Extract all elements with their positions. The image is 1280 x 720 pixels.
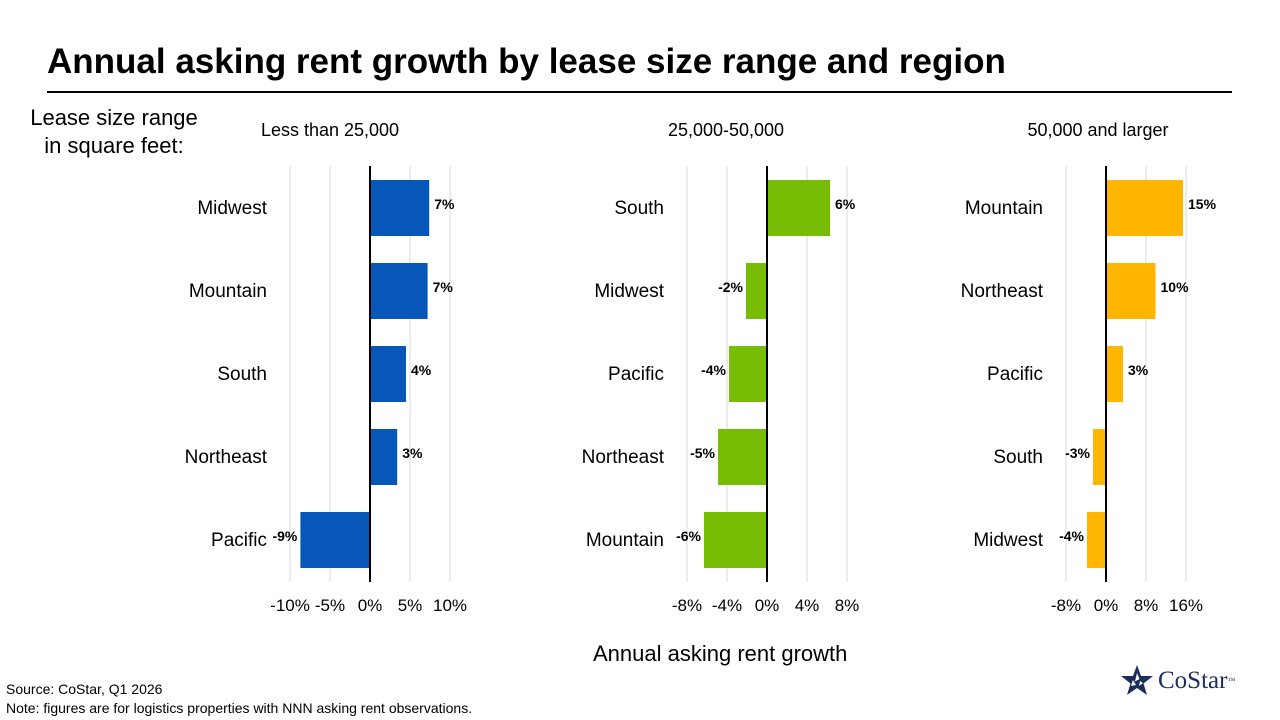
data-label: 3% — [402, 445, 423, 461]
data-label: 10% — [1161, 279, 1190, 295]
data-label: 6% — [835, 196, 856, 212]
x-tick-label: 5% — [398, 596, 423, 615]
x-tick-label: -5% — [315, 596, 345, 615]
bar — [767, 180, 830, 236]
panel-title-50000-and-larger: 50,000 and larger — [1027, 120, 1169, 140]
x-tick-label: -4% — [712, 596, 742, 615]
category-label: Midwest — [197, 198, 267, 219]
lease-size-label: Lease size range in square feet: — [14, 104, 214, 160]
data-label: -5% — [690, 445, 715, 461]
category-label: Northeast — [582, 447, 665, 468]
bar — [1087, 512, 1106, 568]
x-tick-label: 0% — [1094, 596, 1119, 615]
data-label: 7% — [433, 279, 454, 295]
bar — [704, 512, 767, 568]
data-label: 4% — [411, 362, 432, 378]
category-label: Pacific — [211, 530, 267, 551]
costar-wordmark-text: CoStar — [1158, 667, 1228, 694]
category-label: Mountain — [586, 530, 664, 551]
data-label: -4% — [1059, 528, 1084, 544]
x-tick-label: 8% — [835, 596, 860, 615]
bar — [1106, 180, 1183, 236]
x-tick-label: 16% — [1169, 596, 1203, 615]
data-label: -2% — [718, 279, 743, 295]
bar — [1106, 346, 1123, 402]
lease-size-label-line-2: in square feet: — [44, 133, 184, 158]
bar — [746, 263, 767, 319]
x-axis-label: Annual asking rent growth — [593, 641, 848, 666]
x-tick-label: -8% — [1051, 596, 1081, 615]
bar — [718, 429, 767, 485]
category-label: Midwest — [594, 281, 664, 302]
x-tick-label: 0% — [755, 596, 780, 615]
bar — [729, 346, 767, 402]
data-label: -3% — [1065, 445, 1090, 461]
costar-trademark: ™ — [1227, 676, 1236, 685]
title-divider — [47, 91, 1232, 93]
note-text: Note: figures are for logistics properti… — [6, 700, 473, 716]
panel-title-25000-50000: 25,000-50,000 — [667, 120, 785, 140]
bar — [370, 263, 428, 319]
category-label: South — [217, 364, 267, 385]
x-tick-label: -8% — [672, 596, 702, 615]
x-tick-label: 4% — [795, 596, 820, 615]
bar — [370, 180, 430, 236]
category-label: Northeast — [185, 447, 268, 468]
costar-wordmark: CoStar™ — [1158, 667, 1235, 695]
bar — [1106, 263, 1156, 319]
source-text: Source: CoStar, Q1 2026 — [6, 681, 163, 697]
x-tick-label: 8% — [1134, 596, 1159, 615]
bar — [300, 512, 370, 568]
category-label: Mountain — [189, 281, 267, 302]
category-label: South — [614, 198, 664, 219]
x-tick-label: 10% — [433, 596, 467, 615]
bar — [370, 346, 406, 402]
category-label: Pacific — [608, 364, 664, 385]
x-tick-label: -10% — [270, 596, 310, 615]
data-label: 15% — [1188, 196, 1217, 212]
category-label: Midwest — [973, 530, 1043, 551]
lease-size-label-line-1: Lease size range — [30, 105, 198, 130]
data-label: -6% — [676, 528, 701, 544]
data-label: -4% — [701, 362, 726, 378]
category-label: South — [993, 447, 1043, 468]
category-label: Northeast — [961, 281, 1044, 302]
x-tick-label: 0% — [358, 596, 383, 615]
panel-title-less-than-25000: Less than 25,000 — [260, 120, 400, 140]
category-label: Pacific — [987, 364, 1043, 385]
category-label: Mountain — [965, 198, 1043, 219]
chart-title: Annual asking rent growth by lease size … — [47, 42, 1006, 81]
data-label: 3% — [1128, 362, 1149, 378]
costar-logo: CoStar™ — [1120, 664, 1240, 698]
data-label: -9% — [272, 528, 297, 544]
data-label: 7% — [434, 196, 455, 212]
costar-star-icon — [1121, 665, 1153, 695]
bar — [1093, 429, 1106, 485]
bar — [370, 429, 398, 485]
